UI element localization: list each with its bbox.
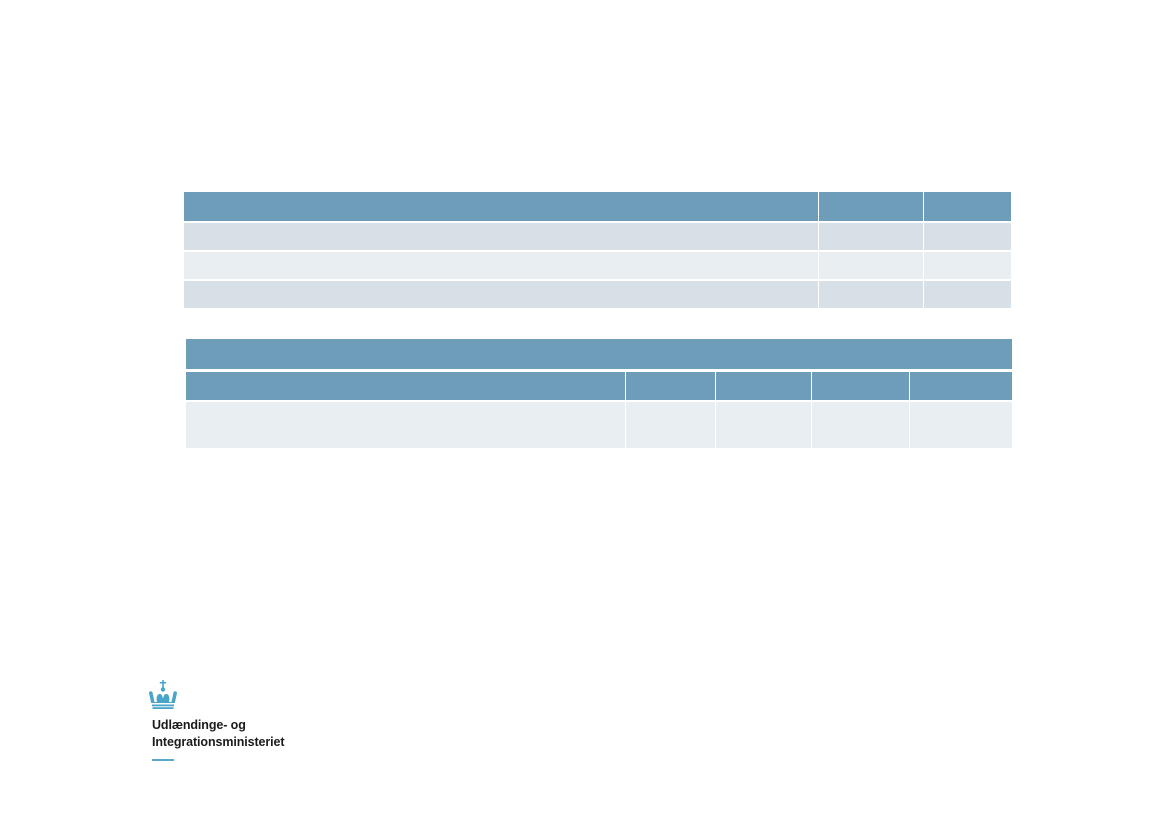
header-cell (909, 370, 1012, 402)
logo-accent-line (152, 759, 174, 761)
table-header-row (184, 192, 1011, 223)
table-row (186, 401, 1012, 450)
table-cell (818, 222, 924, 252)
organization-name-line-1: Udlændinge- og (152, 718, 246, 732)
table-title-row (186, 339, 1012, 372)
organization-name: Udlændinge- og Integrationsministeriet (152, 717, 285, 751)
header-cell (186, 370, 626, 402)
table-cell (625, 401, 716, 450)
table-cell (715, 401, 812, 450)
summary-table-1 (184, 192, 1011, 310)
header-cell (923, 192, 1011, 223)
table-title (186, 339, 1012, 372)
table-cell (923, 251, 1011, 281)
header-cell (818, 192, 924, 223)
header-cell (811, 370, 910, 402)
table-header-row (186, 370, 1012, 402)
table-cell (818, 251, 924, 281)
table-cell (186, 401, 626, 450)
crown-icon (149, 680, 177, 709)
header-cell (715, 370, 812, 402)
table-cell (909, 401, 1012, 450)
table-row (184, 280, 1011, 310)
table-cell (923, 222, 1011, 252)
table-cell (818, 280, 924, 310)
table-cell (184, 280, 819, 310)
table-row (184, 222, 1011, 252)
table-cell (184, 222, 819, 252)
organization-name-line-2: Integrationsministeriet (152, 735, 285, 749)
summary-table-2 (186, 339, 1012, 450)
table-row (184, 251, 1011, 281)
header-cell (184, 192, 819, 223)
header-cell (625, 370, 716, 402)
table-cell (923, 280, 1011, 310)
table-cell (811, 401, 910, 450)
table-cell (184, 251, 819, 281)
